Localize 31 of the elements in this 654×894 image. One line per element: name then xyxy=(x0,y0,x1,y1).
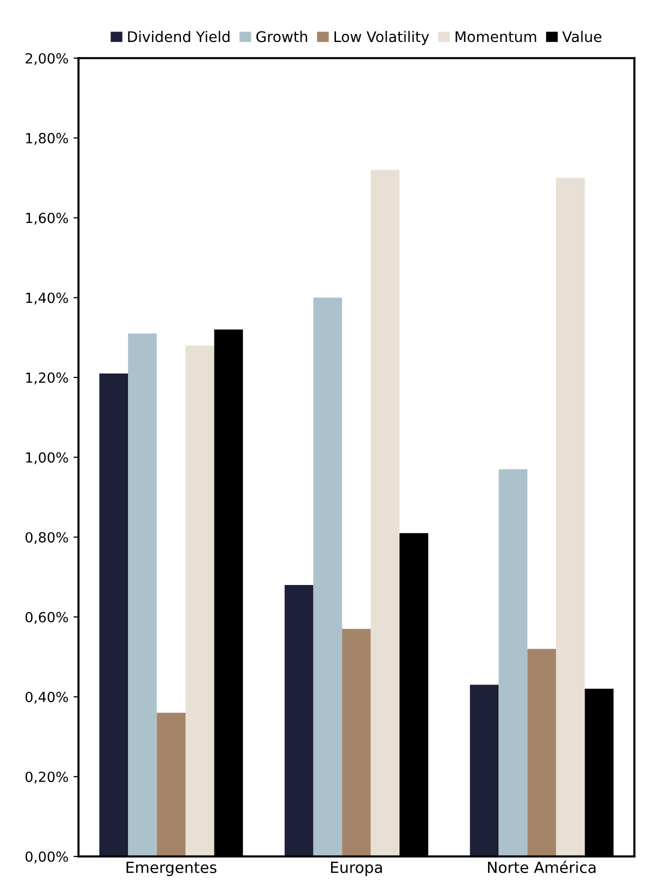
bar xyxy=(470,684,499,856)
bar xyxy=(498,469,528,856)
legend-label: Momentum xyxy=(456,31,536,42)
legend-label: Low Volatility xyxy=(334,30,430,45)
bar xyxy=(527,648,556,856)
bar xyxy=(99,373,128,856)
bar xyxy=(313,298,342,856)
legend-label: Value xyxy=(562,30,602,42)
y-tick-label: 1,40% xyxy=(26,292,68,305)
y-tick-label: 0,40% xyxy=(26,692,68,704)
y-tick-label: 1,00% xyxy=(26,452,68,464)
y-tick-label: 1,60% xyxy=(26,212,68,225)
x-tick-label: Emergentes xyxy=(126,862,216,876)
x-tick-label: Norte América xyxy=(488,860,596,874)
x-tick-label: Europa xyxy=(331,862,382,876)
legend-label: Growth xyxy=(256,30,308,42)
y-tick-label: 1,80% xyxy=(26,132,68,145)
y-tick-label: 2,00% xyxy=(26,53,68,65)
y-tick-label: 0,20% xyxy=(26,772,68,784)
bar xyxy=(128,334,157,856)
y-tick-label: 0,00% xyxy=(26,851,68,864)
bar xyxy=(370,170,400,856)
bar xyxy=(284,585,314,856)
y-tick-label: 1,20% xyxy=(26,372,68,384)
y-tick-label: 0,60% xyxy=(26,612,68,624)
bar xyxy=(342,628,371,856)
bar xyxy=(556,178,585,856)
bar xyxy=(156,712,186,856)
y-tick-label: 0,80% xyxy=(26,532,68,544)
legend-label: Dividend Yield xyxy=(128,30,230,42)
bar xyxy=(185,346,214,856)
